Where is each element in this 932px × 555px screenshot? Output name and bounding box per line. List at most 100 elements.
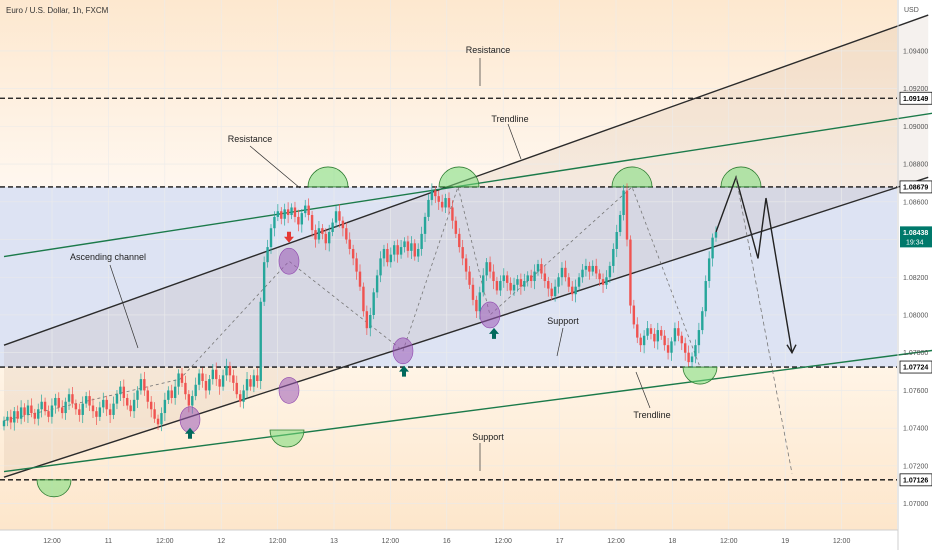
- candle-body: [714, 231, 718, 238]
- candle-body: [666, 345, 670, 353]
- touch-marker: [392, 337, 414, 365]
- upper-zone: [0, 0, 897, 187]
- candle-body: [362, 286, 365, 312]
- candle-body: [256, 375, 259, 381]
- candle-body: [663, 335, 666, 346]
- candle-body: [269, 228, 273, 248]
- annotation-pointer: [507, 123, 522, 160]
- candle-body: [512, 284, 516, 291]
- touch-marker: [278, 377, 300, 404]
- candle-body: [129, 405, 132, 412]
- chart-title: Euro / U.S. Dollar, 1h, FXCM: [6, 6, 109, 15]
- candle-body: [102, 399, 105, 408]
- candle-body: [399, 247, 403, 255]
- x-tick-label: 13: [330, 538, 338, 545]
- candle-body: [608, 265, 612, 278]
- candle-body: [656, 330, 660, 342]
- x-tick-label: 17: [556, 538, 564, 545]
- candle-body: [482, 275, 485, 293]
- touch-zone: [682, 366, 718, 385]
- candle-body: [711, 237, 714, 259]
- candle-body: [701, 311, 704, 331]
- candle-body: [454, 220, 458, 234]
- candle-body: [372, 292, 375, 315]
- candle-body: [81, 403, 84, 415]
- annotation-label: Support: [472, 432, 504, 442]
- candle-body: [574, 286, 577, 295]
- candle-body: [184, 382, 187, 395]
- candle-body: [601, 279, 605, 285]
- level-price-label: 1.08679: [903, 184, 928, 191]
- candle-body: [495, 281, 499, 291]
- touch-zone: [307, 166, 349, 188]
- candle-body: [632, 305, 636, 325]
- level-price-tag: [899, 473, 932, 487]
- touch-zone: [720, 166, 762, 188]
- candle-body: [331, 222, 334, 232]
- annotation-label: Ascending channel: [70, 252, 146, 262]
- level-price-label: 1.07126: [903, 477, 928, 484]
- candle-body: [321, 228, 324, 234]
- candle-body: [345, 228, 348, 240]
- candle-body: [122, 386, 126, 398]
- candle-body: [492, 271, 495, 282]
- candle-body: [215, 369, 218, 380]
- candle-body: [283, 209, 286, 219]
- candle-body: [136, 390, 139, 400]
- alt-projection-path: [735, 177, 793, 474]
- candle-body: [84, 396, 88, 404]
- candle-body: [646, 328, 649, 336]
- up-arrow: [185, 427, 195, 439]
- candle-body: [396, 245, 399, 255]
- x-tick-label: 12:00: [382, 538, 400, 545]
- candle-body: [687, 352, 690, 363]
- candle-body: [636, 324, 639, 338]
- candle-body: [488, 262, 492, 272]
- candle-body: [290, 207, 293, 216]
- candle-body: [683, 343, 687, 353]
- y-tick-label: 1.08600: [903, 199, 928, 206]
- candle-body: [245, 379, 249, 391]
- candle-body: [553, 286, 557, 297]
- candle-body: [327, 231, 331, 244]
- candle-body: [550, 288, 553, 297]
- candle-body: [23, 407, 26, 415]
- candle-body: [485, 262, 488, 276]
- candle-body: [167, 390, 170, 400]
- candle-body: [519, 279, 523, 287]
- candle-body: [119, 386, 122, 395]
- candle-body: [475, 299, 478, 312]
- candle-body: [228, 365, 232, 376]
- candle-body: [618, 215, 622, 232]
- candle-body: [430, 190, 434, 200]
- candle-body: [584, 265, 588, 270]
- candle-body: [588, 265, 591, 272]
- candle-body: [33, 413, 37, 419]
- candle-body: [338, 211, 341, 221]
- candle-body: [115, 394, 119, 404]
- candle-body: [112, 403, 115, 415]
- lower-zone: [0, 367, 897, 530]
- candle-body: [533, 271, 536, 282]
- candle-body: [598, 273, 601, 280]
- countdown-label: 19:34: [906, 239, 924, 246]
- candle-body: [149, 401, 153, 410]
- candle-body: [653, 333, 656, 342]
- candle-body: [317, 228, 321, 240]
- candle-body: [461, 247, 464, 259]
- candle-body: [649, 328, 653, 334]
- y-tick-label: 1.09200: [903, 86, 928, 93]
- candle-body: [526, 275, 529, 282]
- candle-body: [54, 397, 57, 406]
- y-tick-label: 1.09000: [903, 124, 928, 131]
- candle-body: [191, 396, 194, 406]
- down-arrow: [284, 231, 294, 243]
- candle-body: [581, 269, 584, 278]
- candle-body: [16, 411, 19, 419]
- candle-body: [704, 281, 707, 312]
- touch-zone: [438, 166, 480, 188]
- candle-body: [235, 382, 238, 395]
- touch-marker: [278, 247, 300, 275]
